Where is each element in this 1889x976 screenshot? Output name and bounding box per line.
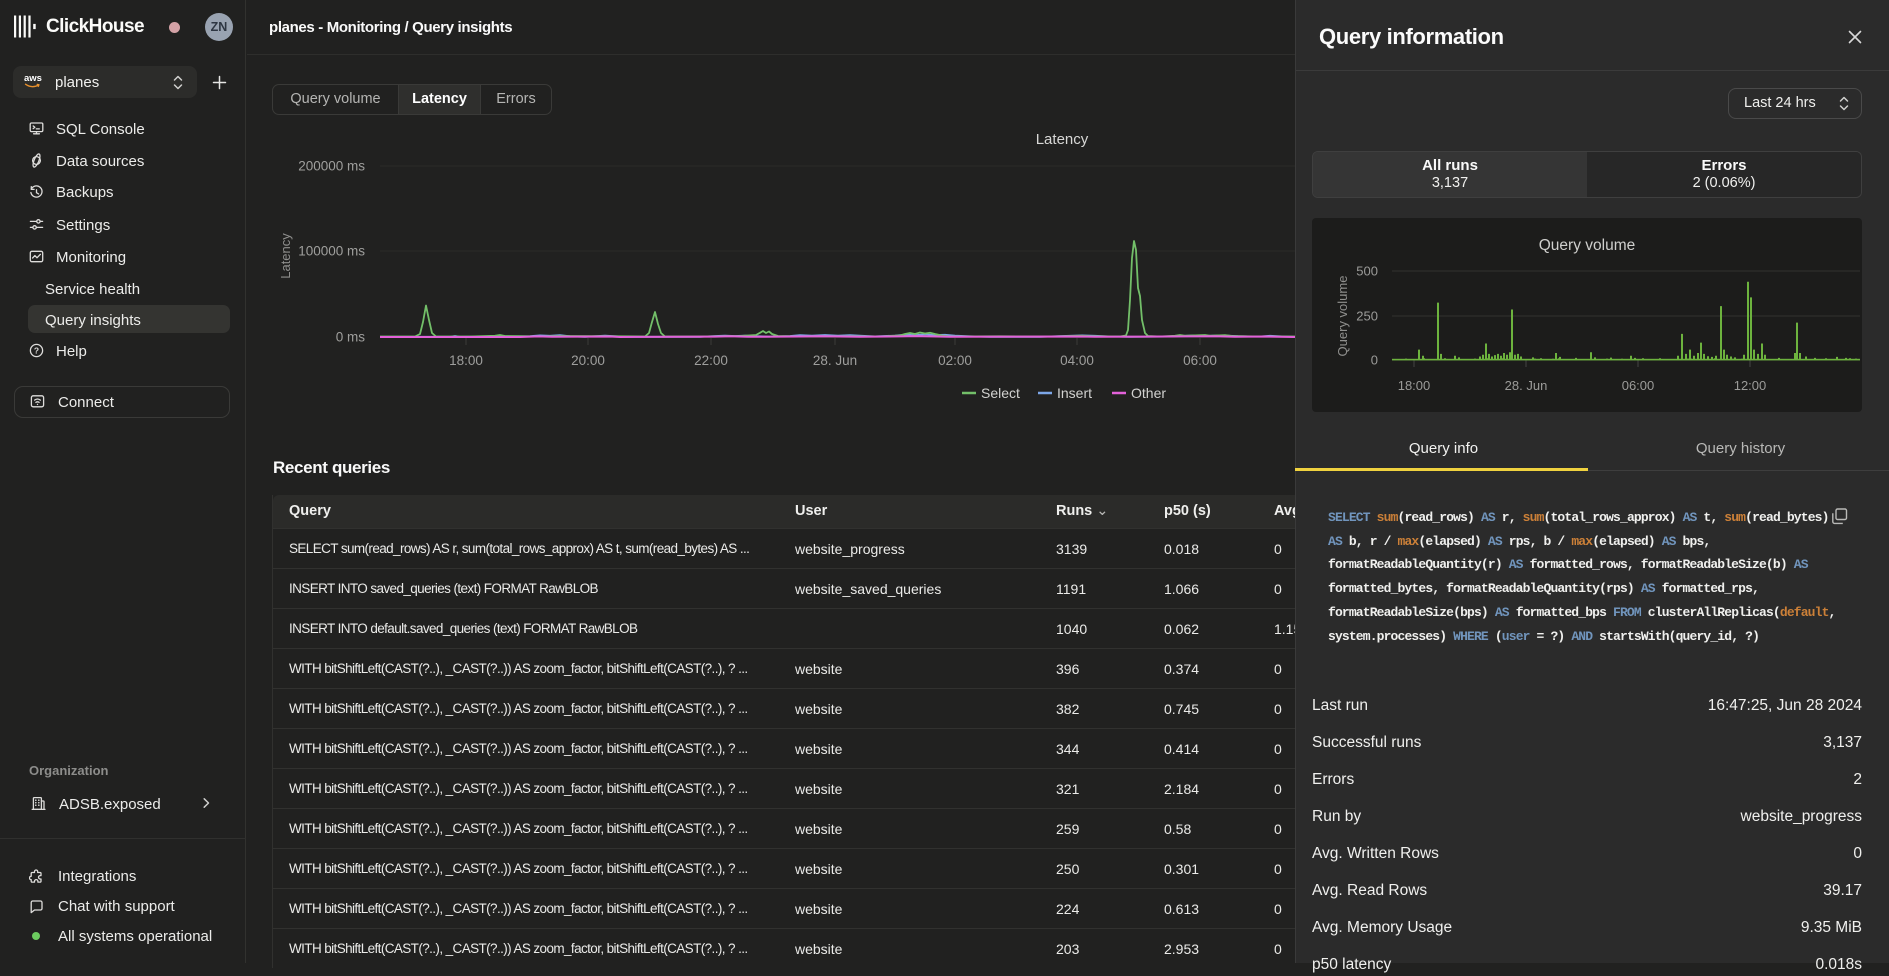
svg-text:18:00: 18:00 [449,353,483,368]
svg-text:250: 250 [1356,309,1378,324]
svg-text:06:00: 06:00 [1622,378,1655,393]
svg-text:100000 ms: 100000 ms [298,244,365,259]
svg-text:04:00: 04:00 [1060,353,1094,368]
svg-text:Latency: Latency [280,233,293,279]
svg-text:28. Jun: 28. Jun [813,353,857,368]
svg-text:06:00: 06:00 [1183,353,1217,368]
svg-text:18:00: 18:00 [1398,378,1431,393]
svg-text:22:00: 22:00 [694,353,728,368]
svg-text:Query volume: Query volume [1335,276,1350,357]
svg-text:Latency: Latency [1036,131,1089,148]
svg-text:Insert: Insert [1057,385,1092,401]
svg-text:?: ? [34,346,39,356]
svg-text:0 ms: 0 ms [336,330,366,345]
svg-text:20:00: 20:00 [571,353,605,368]
svg-text:28. Jun: 28. Jun [1505,378,1548,393]
svg-text:200000 ms: 200000 ms [298,159,365,174]
svg-text:Other: Other [1131,385,1166,401]
svg-text:0: 0 [1371,353,1378,368]
svg-text:Select: Select [981,385,1020,401]
svg-text:12:00: 12:00 [1734,378,1767,393]
svg-text:Query volume: Query volume [1539,237,1635,254]
svg-text:500: 500 [1356,264,1378,279]
svg-text:02:00: 02:00 [938,353,972,368]
